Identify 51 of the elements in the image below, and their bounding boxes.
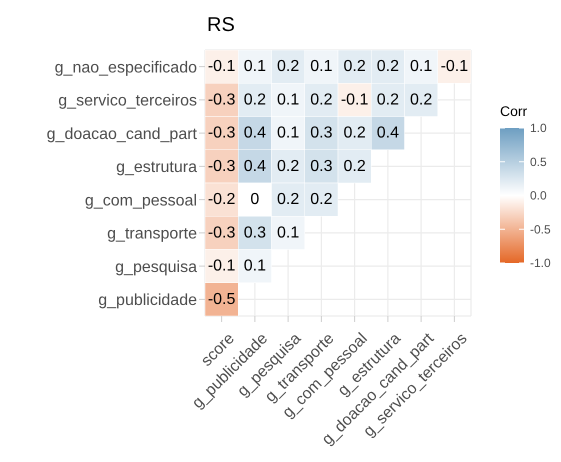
data-label: 0.2 [277, 191, 300, 208]
y-tick-label: g_transporte [107, 226, 198, 243]
color-bar-title: Corr [500, 103, 528, 119]
y-tick-label: g_doacao_cand_part [46, 126, 198, 143]
data-label: 0.2 [376, 91, 400, 108]
data-label: -0.5 [208, 290, 236, 308]
data-label: 0.2 [310, 191, 333, 208]
y-tick-label: g_pesquisa [115, 258, 198, 276]
data-label: 0.2 [344, 124, 366, 142]
data-label: -0.2 [208, 191, 236, 208]
data-label: 0.1 [277, 224, 300, 242]
data-label: 0.1 [410, 58, 432, 76]
data-label: 0.2 [277, 58, 300, 76]
data-label: 0.1 [244, 58, 266, 76]
data-label: 0.2 [410, 91, 432, 108]
color-bar-label: -0.5 [530, 222, 552, 236]
data-label: 0.1 [244, 258, 266, 275]
data-label: 0.4 [244, 158, 266, 175]
data-label: -0.1 [208, 58, 236, 76]
chart-title: RS [207, 14, 235, 37]
data-label: 0.3 [310, 158, 333, 175]
data-label: -0.3 [208, 124, 236, 142]
color-bar-label: -1.0 [530, 256, 552, 270]
data-label: 0.2 [344, 158, 366, 175]
data-label: 0.1 [277, 124, 300, 142]
data-label: -0.1 [340, 91, 369, 108]
data-label: 0.2 [344, 58, 366, 76]
data-label: 0.3 [310, 124, 333, 142]
color-bar-label: 0.0 [530, 188, 548, 202]
data-label: -0.3 [208, 224, 236, 242]
data-label: 0.2 [277, 158, 300, 175]
y-tick-label: g_estrutura [116, 159, 198, 176]
y-tick-label: g_nao_especificado [54, 59, 198, 76]
data-label: 0.1 [277, 91, 300, 108]
data-label: -0.1 [440, 58, 468, 76]
y-tick-label: g_com_pessoal [84, 192, 197, 210]
color-bar-label: 0.5 [530, 154, 548, 169]
data-label: 0 [250, 191, 260, 208]
data-label: 0.2 [376, 58, 400, 76]
data-label: 0.4 [376, 124, 400, 142]
data-label: 0.4 [244, 124, 266, 142]
data-label: -0.3 [208, 158, 236, 175]
y-tick-label: g_servico_terceiros [58, 92, 197, 110]
color-bar-label: 1.0 [530, 121, 548, 135]
data-label: 0.1 [310, 58, 333, 76]
data-label: 0.2 [310, 91, 333, 108]
data-label: -0.3 [208, 91, 236, 108]
data-label: -0.1 [208, 258, 236, 275]
y-tick-label: g_publicidade [98, 292, 198, 310]
data-label: 0.3 [244, 224, 266, 242]
data-label: 0.2 [244, 91, 266, 108]
